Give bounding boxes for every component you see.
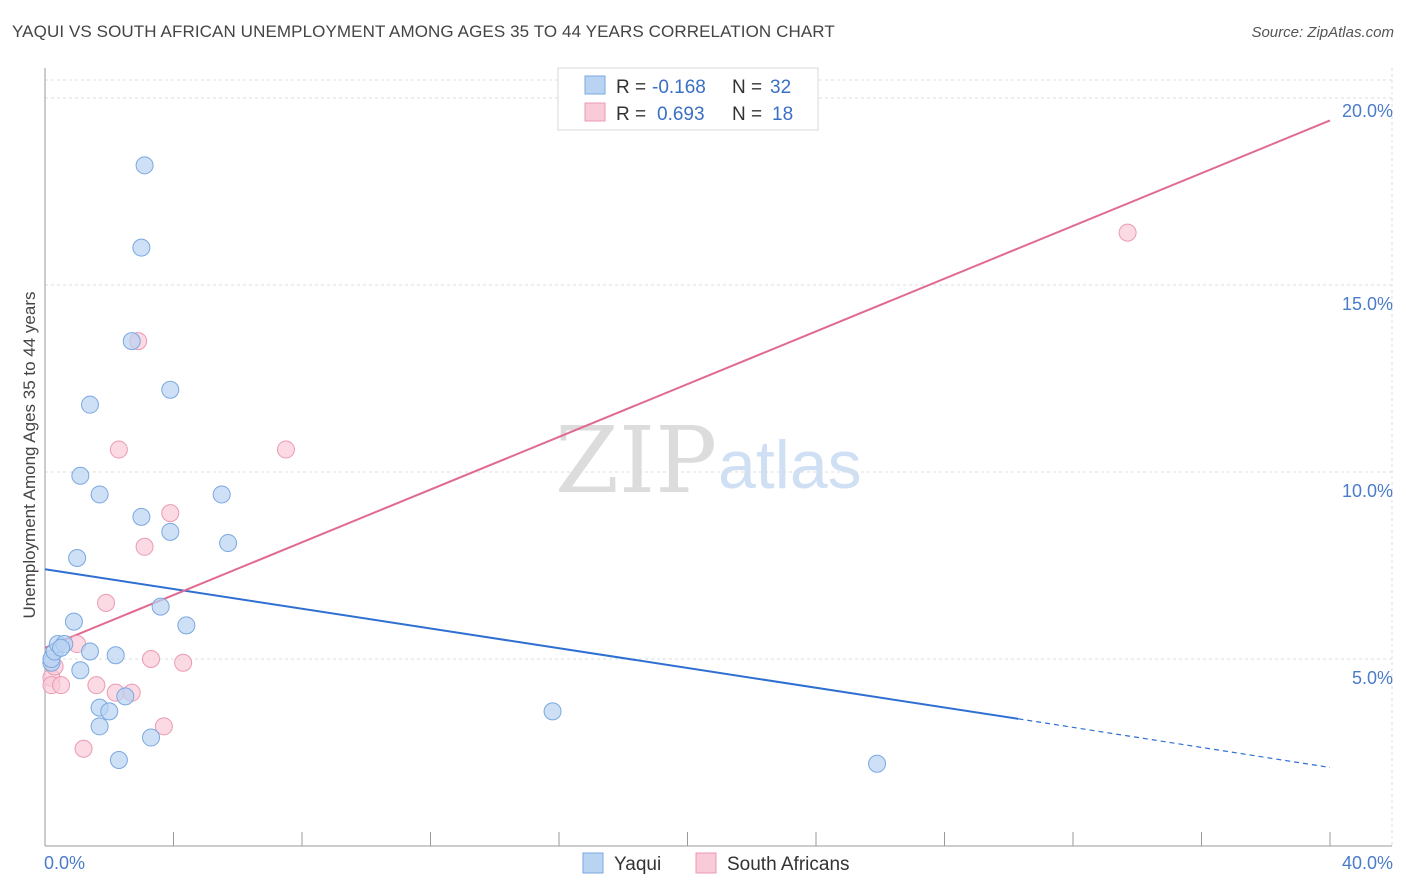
yaqui-point <box>543 702 562 721</box>
chart-title: YAQUI VS SOUTH AFRICAN UNEMPLOYMENT AMON… <box>12 22 835 41</box>
yaqui-point <box>64 612 83 631</box>
yaqui-point <box>100 702 119 721</box>
legend-r-value-yaqui: -0.168 <box>652 77 706 98</box>
yaqui-point <box>122 332 141 351</box>
bottom-legend: Yaqui South Africans <box>582 852 850 875</box>
yaqui-point <box>106 646 125 665</box>
south-africans-point <box>135 537 154 556</box>
yaqui-point <box>161 522 180 541</box>
south-africans-point <box>87 676 106 695</box>
yaqui-point <box>116 687 135 706</box>
south-africans-point <box>74 739 93 758</box>
yaqui-point <box>219 534 238 553</box>
gridlines <box>45 68 1393 846</box>
yaqui-point <box>151 597 170 616</box>
x-tick-label-min: 0.0% <box>44 853 85 873</box>
yaqui-point <box>52 638 71 657</box>
yaqui-point <box>90 717 109 736</box>
y-tick-label: 5.0% <box>1352 668 1393 688</box>
south-africans-point <box>109 440 128 459</box>
yaqui-point <box>142 728 161 747</box>
legend-swatch-yaqui <box>584 75 606 95</box>
yaqui-point <box>132 507 151 526</box>
south-africans-point <box>154 717 173 736</box>
yaqui-point <box>177 616 196 635</box>
trend-lines <box>44 119 1331 769</box>
legend-n-label-yaqui: N = <box>732 77 762 98</box>
yaqui-point <box>71 466 90 485</box>
scatter-points <box>42 156 1137 773</box>
y-tick-label: 20.0% <box>1342 101 1393 121</box>
south-africans-point <box>174 653 193 672</box>
source-label: Source: ZipAtlas.com <box>1251 24 1394 41</box>
yaqui-point <box>109 750 128 769</box>
south-africans-point <box>276 440 295 459</box>
yaqui-point <box>71 661 90 680</box>
bottom-legend-label-south-africans: South Africans <box>727 854 850 875</box>
yaqui-trend-extension <box>1018 718 1331 769</box>
south-africans-trend-line <box>44 119 1331 649</box>
legend-r-label-south-africans: R = <box>616 104 646 125</box>
legend-box: R = -0.168 N = 32 R = 0.693 N = 18 <box>557 67 819 131</box>
yaqui-point <box>132 238 151 257</box>
south-africans-point <box>52 676 71 695</box>
yaqui-point <box>80 395 99 414</box>
y-tick-label: 10.0% <box>1342 481 1393 501</box>
axes: 5.0% 10.0% 15.0% 20.0% 0.0% 40.0% <box>44 68 1393 873</box>
south-africans-point <box>1118 223 1137 242</box>
yaqui-trend-line <box>44 568 1019 720</box>
yaqui-point <box>68 549 87 568</box>
legend-n-label-south-africans: N = <box>732 104 762 125</box>
legend-n-value-yaqui: 32 <box>770 77 791 98</box>
watermark-atlas: atlas <box>718 427 862 503</box>
y-tick-label: 15.0% <box>1342 294 1393 314</box>
yaqui-point <box>868 754 887 773</box>
x-tick-label-max: 40.0% <box>1342 853 1393 873</box>
legend-r-value-south-africans: 0.693 <box>657 104 705 125</box>
yaqui-point <box>212 485 231 504</box>
yaqui-point <box>135 156 154 175</box>
south-africans-point <box>161 504 180 523</box>
yaqui-point <box>161 380 180 399</box>
bottom-legend-swatch-south-africans <box>695 852 717 874</box>
bottom-legend-label-yaqui: Yaqui <box>614 854 661 875</box>
y-axis-label: Unemployment Among Ages 35 to 44 years <box>20 292 39 619</box>
yaqui-point <box>90 485 109 504</box>
yaqui-point <box>80 642 99 661</box>
bottom-legend-swatch-yaqui <box>582 852 604 874</box>
legend-n-value-south-africans: 18 <box>772 104 793 125</box>
south-africans-point <box>142 650 161 668</box>
legend-r-label-yaqui: R = <box>616 77 646 98</box>
watermark-zip: ZIP <box>555 407 717 514</box>
south-africans-point <box>97 593 116 612</box>
legend-swatch-south-africans <box>584 102 606 122</box>
